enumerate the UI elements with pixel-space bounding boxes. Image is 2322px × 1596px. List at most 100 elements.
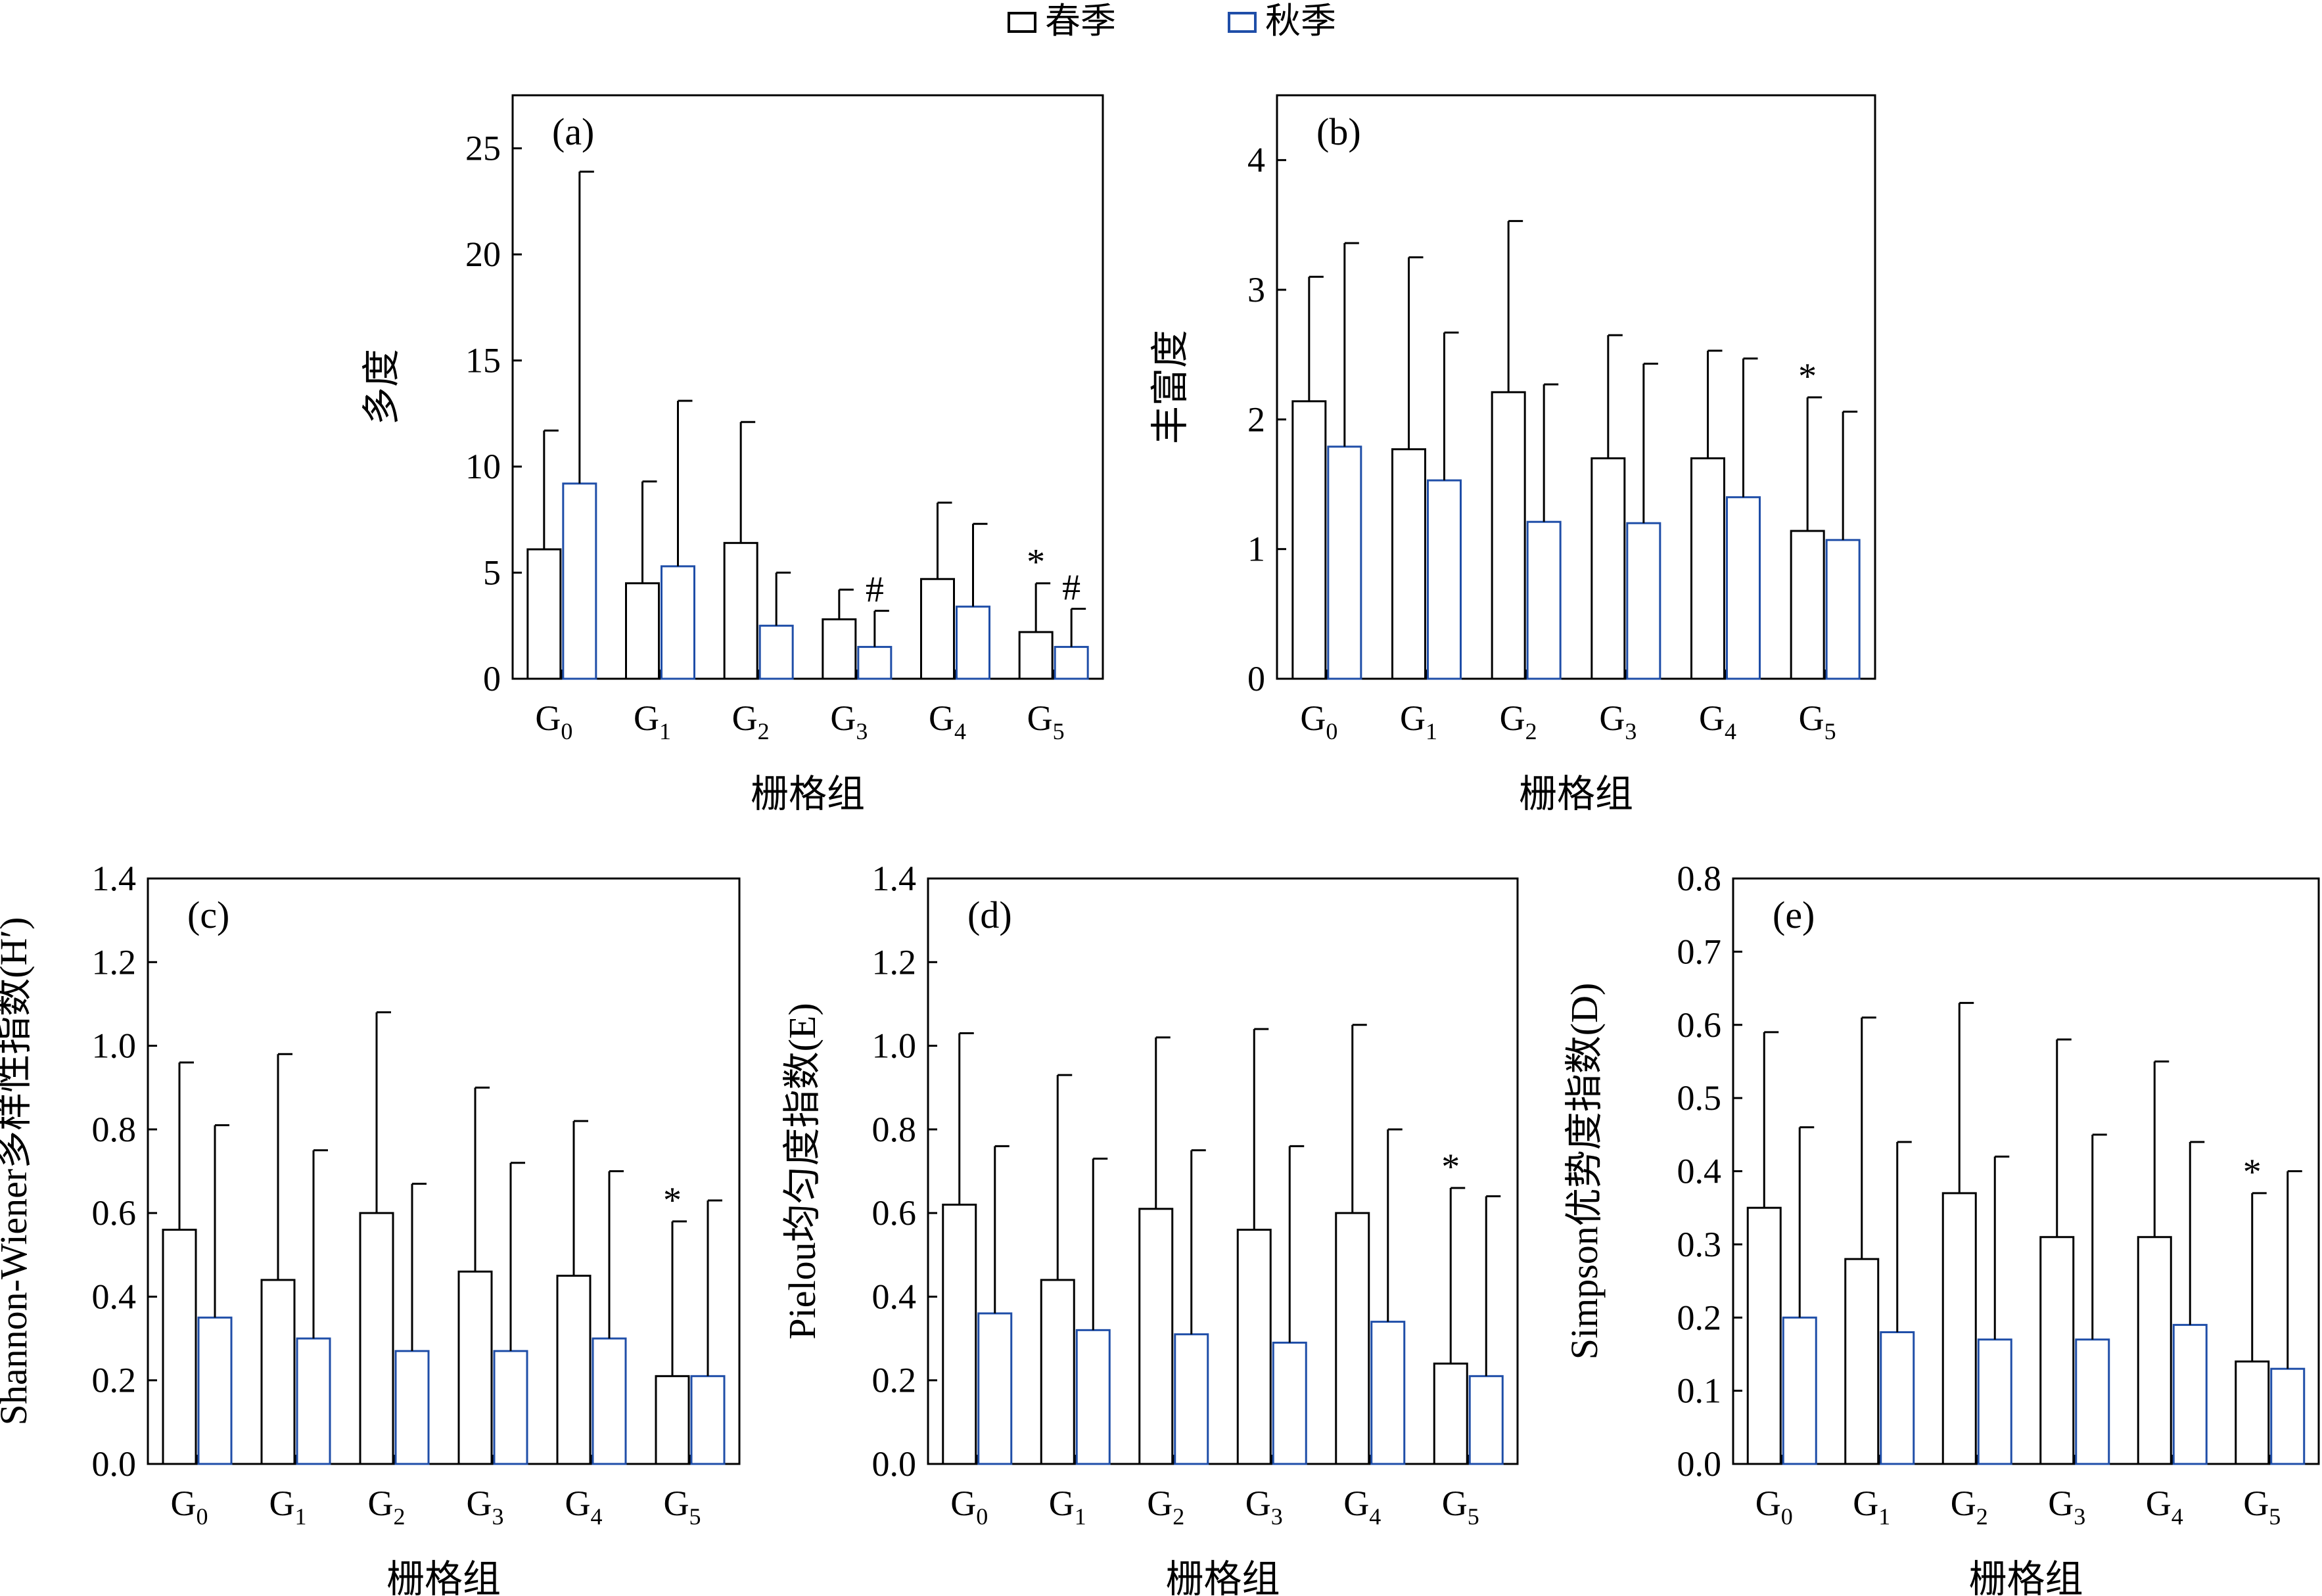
- bar-spring-1: [1040, 1279, 1075, 1465]
- significance-mark: *: [663, 1180, 682, 1221]
- x-tick-label-subscript: 2: [1976, 1503, 1988, 1530]
- x-tick-label-base: G: [1599, 698, 1625, 738]
- bar-spring-4: [556, 1275, 592, 1465]
- bar-spring-0: [1746, 1206, 1782, 1465]
- legend-label-0: 春季: [1045, 1, 1116, 41]
- x-tick-label-subscript: 4: [1725, 718, 1736, 744]
- y-tick-label: 0.8: [872, 1110, 917, 1149]
- x-tick-label-subscript: 0: [976, 1503, 988, 1530]
- x-tick-label-base: G: [732, 698, 758, 738]
- legend: 春季 秋季: [1008, 1, 1336, 41]
- y-tick-label: 0.0: [1677, 1444, 1722, 1484]
- bar-spring-1: [260, 1279, 296, 1465]
- bar-autumn-0: [562, 482, 597, 680]
- significance-mark: *: [1027, 542, 1045, 583]
- bar-autumn-4: [1370, 1321, 1406, 1465]
- bar-spring-4: [1690, 457, 1725, 680]
- x-tick-label-base: G: [368, 1484, 394, 1523]
- y-tick-label: 0.3: [1677, 1225, 1722, 1264]
- y-tick-label: 0.0: [92, 1444, 137, 1484]
- x-tick-label-subscript: 4: [591, 1503, 603, 1530]
- x-tick-label: G4: [1699, 698, 1736, 744]
- bar-autumn-5: [1825, 539, 1861, 680]
- bar-autumn-3: [1272, 1341, 1307, 1465]
- x-tick-label-base: G: [1755, 1484, 1781, 1523]
- y-tick-label: 0: [483, 659, 501, 698]
- bar-spring-0: [162, 1229, 197, 1465]
- x-tick-label: G0: [1300, 698, 1337, 744]
- significance-mark: #: [866, 570, 884, 610]
- x-tick-label-base: G: [1245, 1484, 1271, 1523]
- x-tick-label-base: G: [1300, 698, 1326, 738]
- x-tick-label-subscript: 0: [1326, 718, 1337, 744]
- bar-autumn-0: [977, 1312, 1013, 1465]
- x-tick-label: G0: [1755, 1484, 1793, 1530]
- bar-autumn-1: [296, 1337, 331, 1465]
- y-tick-label: 0.4: [872, 1277, 917, 1316]
- x-tick-label-subscript: 2: [394, 1503, 406, 1530]
- x-tick-label: G3: [1245, 1484, 1283, 1530]
- x-tick-label-base: G: [171, 1484, 197, 1523]
- plot-frame: [511, 94, 1104, 680]
- bar-spring-2: [723, 541, 758, 680]
- y-tick-label: 20: [465, 235, 501, 274]
- x-tick-label: G2: [732, 698, 770, 744]
- y-tick-label: 4: [1247, 141, 1265, 180]
- x-tick-label-subscript: 5: [1053, 718, 1065, 744]
- plot-frame: [1732, 877, 2320, 1465]
- x-tick-label-subscript: 5: [1824, 718, 1836, 744]
- bar-spring-2: [1941, 1192, 1977, 1465]
- x-tick-label: G1: [1049, 1484, 1086, 1530]
- y-tick-label: 10: [465, 447, 501, 486]
- x-tick-label-base: G: [634, 698, 659, 738]
- x-tick-label-base: G: [664, 1484, 689, 1523]
- bar-autumn-2: [1526, 520, 1562, 680]
- bar-autumn-3: [493, 1350, 528, 1465]
- y-tick-label: 0.6: [872, 1193, 917, 1233]
- x-tick-label: G3: [2048, 1484, 2085, 1530]
- panel-label: (e): [1773, 894, 1815, 936]
- x-axis-label: 栅格组: [1968, 1558, 2083, 1596]
- bar-spring-1: [1391, 448, 1426, 680]
- x-tick-label-base: G: [830, 698, 856, 738]
- x-tick-label-base: G: [1343, 1484, 1369, 1523]
- y-tick-label: 0.6: [92, 1193, 137, 1233]
- x-tick-label-base: G: [1400, 698, 1426, 738]
- bar-autumn-3: [2075, 1338, 2110, 1465]
- x-tick-label: G3: [1599, 698, 1637, 744]
- x-tick-label-subscript: 5: [689, 1503, 701, 1530]
- x-tick-label-subscript: 1: [1075, 1503, 1086, 1530]
- x-axis-label: 栅格组: [751, 773, 865, 815]
- x-tick-label-subscript: 1: [1878, 1503, 1890, 1530]
- bar-autumn-2: [1977, 1338, 2012, 1465]
- x-tick-label-subscript: 4: [2171, 1503, 2183, 1530]
- x-tick-label-subscript: 1: [659, 718, 671, 744]
- x-tick-label: G1: [1400, 698, 1437, 744]
- bar-spring-1: [625, 582, 660, 680]
- x-tick-label-subscript: 3: [1625, 718, 1637, 744]
- chart-panel-3: 0.0 0.2 0.4 0.6 0.8 1.0 1.2 1.4 (d) Pielou均匀度指数(E…: [781, 859, 1519, 1596]
- bar-autumn-5: [1054, 646, 1089, 680]
- y-tick-label: 2: [1247, 399, 1265, 439]
- bar-spring-5: [1790, 530, 1825, 680]
- x-tick-label-base: G: [1147, 1484, 1173, 1523]
- x-tick-label-subscript: 2: [1525, 718, 1537, 744]
- bar-spring-1: [1844, 1258, 1880, 1465]
- y-tick-label: 1.4: [92, 859, 137, 898]
- x-tick-label-base: G: [1951, 1484, 1976, 1523]
- x-tick-label-base: G: [2146, 1484, 2171, 1523]
- bar-autumn-4: [956, 605, 990, 680]
- bar-autumn-1: [1075, 1329, 1111, 1465]
- panel-label: (a): [552, 110, 594, 153]
- x-tick-label-base: G: [565, 1484, 591, 1523]
- bar-spring-4: [2137, 1236, 2172, 1465]
- x-tick-label-subscript: 0: [561, 718, 572, 744]
- x-tick-label-subscript: 5: [2269, 1503, 2281, 1530]
- y-tick-label: 0.1: [1677, 1371, 1722, 1411]
- x-tick-label-subscript: 0: [1781, 1503, 1793, 1530]
- y-tick-label: 1.0: [872, 1026, 917, 1066]
- y-axis-label: 多度: [360, 349, 403, 425]
- x-tick-label-subscript: 3: [856, 718, 868, 744]
- x-tick-label: G5: [2243, 1484, 2281, 1530]
